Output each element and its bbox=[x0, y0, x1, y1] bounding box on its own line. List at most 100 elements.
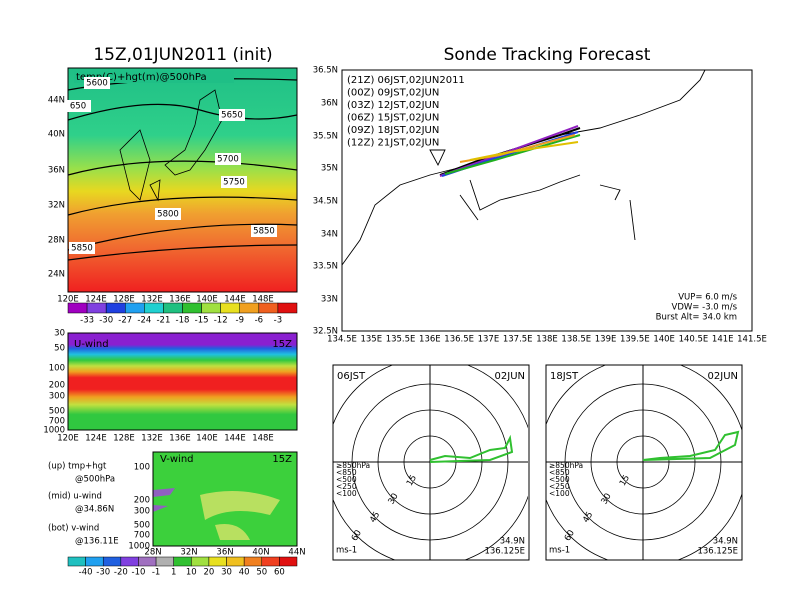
lon-label: 136E bbox=[169, 434, 191, 444]
pressure-label: 1000 bbox=[43, 426, 65, 436]
colorbar-label: -12 bbox=[214, 316, 228, 326]
track-param: VUP= 6.0 m/s bbox=[678, 293, 737, 303]
contour-label: 5600 bbox=[86, 79, 108, 89]
lon-label: 140E bbox=[196, 295, 218, 305]
lon-label: 148E bbox=[252, 434, 274, 444]
lat-label: 40N bbox=[48, 130, 65, 140]
colorbar-cell bbox=[226, 556, 245, 567]
hodo-lat: 34.9N bbox=[713, 537, 738, 547]
track-legend: (12Z) 21JST,02JUN bbox=[347, 138, 439, 149]
contour-label: 5650 bbox=[221, 111, 243, 121]
map-label: temp(C)+hgt(m)@500hPa bbox=[76, 72, 207, 83]
pressure-label: 500 bbox=[49, 407, 65, 417]
pressure-label: 1000 bbox=[128, 542, 150, 552]
lon-label: 140E bbox=[653, 335, 675, 345]
hodo-date: 02JUN bbox=[708, 371, 738, 382]
lon-label: 139E bbox=[595, 335, 617, 345]
ring-label: 45 bbox=[581, 510, 595, 524]
colorbar-label: 10 bbox=[186, 568, 197, 578]
lon-label: 140.5E bbox=[679, 335, 709, 345]
hodo-legend: <250 bbox=[336, 482, 357, 491]
v-wind-frame bbox=[152, 451, 298, 547]
panel-title: Sonde Tracking Forecast bbox=[444, 45, 651, 65]
label-bg bbox=[74, 71, 234, 83]
lon-label: 124E bbox=[85, 434, 107, 444]
lat-label: 34N bbox=[321, 230, 338, 240]
ring-label: 30 bbox=[600, 492, 614, 506]
wind-trace bbox=[429, 434, 514, 463]
hodo-legend: <500 bbox=[549, 475, 570, 484]
lon-label: 120E bbox=[57, 295, 79, 305]
colorbar-cell bbox=[86, 302, 107, 314]
lat-label: 40N bbox=[252, 548, 269, 558]
colorbar-cell bbox=[105, 302, 126, 314]
temperature-field bbox=[68, 68, 297, 292]
lon-label: 136.5E bbox=[444, 335, 474, 345]
lon-label: 134.5E bbox=[327, 335, 357, 345]
ring-label: 15 bbox=[618, 473, 632, 487]
lon-label: 128E bbox=[113, 434, 135, 444]
colorbar-cell bbox=[138, 556, 157, 567]
lon-label: 132E bbox=[141, 295, 163, 305]
label-bg bbox=[221, 176, 247, 188]
colorbar-cell bbox=[279, 556, 298, 567]
colorbar-label: -18 bbox=[176, 316, 190, 326]
track-param: Burst Alt= 34.0 km bbox=[656, 313, 737, 323]
hodo-legend: <850 bbox=[336, 468, 357, 477]
colorbar-cell bbox=[67, 556, 86, 567]
hodo-legend: <500 bbox=[336, 475, 357, 484]
wind-trace bbox=[642, 430, 740, 461]
colorbar-cell bbox=[67, 302, 88, 314]
panel-title: 15Z,01JUN2011 (init) bbox=[93, 45, 272, 65]
colorbar-label: 50 bbox=[256, 568, 267, 578]
hodo-lon: 136.125E bbox=[697, 547, 738, 557]
colorbar-cell bbox=[239, 302, 260, 314]
lat-label: 44N bbox=[48, 96, 65, 106]
lon-label: 120E bbox=[57, 434, 79, 444]
lat-label: 32N bbox=[180, 548, 197, 558]
ring-label: 60 bbox=[350, 529, 364, 543]
colorbar-cell bbox=[173, 556, 192, 567]
colorbar-label: -24 bbox=[137, 316, 151, 326]
hodo-legend: ≥850hPa bbox=[336, 461, 370, 470]
colorbar-cell bbox=[85, 556, 104, 567]
lon-label: 139.5E bbox=[620, 335, 650, 345]
lat-label: 35.5N bbox=[313, 132, 338, 142]
lon-label: 124E bbox=[85, 295, 107, 305]
lat-label: 44N bbox=[288, 548, 305, 558]
colorbar-cell bbox=[243, 556, 263, 567]
ring-label: 60 bbox=[563, 529, 577, 543]
lat-label: 33N bbox=[321, 295, 338, 305]
hodo-date: 02JUN bbox=[495, 371, 525, 382]
ring-label: 30 bbox=[387, 492, 401, 506]
lat-label: 34.5N bbox=[313, 197, 338, 207]
lat-label: 33.5N bbox=[313, 262, 338, 272]
hodo-legend: <850 bbox=[549, 468, 570, 477]
u-wind-field bbox=[67, 332, 298, 431]
track-frame bbox=[341, 69, 753, 332]
contour-label: 5800 bbox=[157, 210, 179, 220]
lon-label: 136E bbox=[419, 335, 441, 345]
colorbar-label: -1 bbox=[152, 568, 160, 578]
colorbar-label: -40 bbox=[79, 568, 93, 578]
lon-label: 135E bbox=[360, 335, 382, 345]
lat-label: 36N bbox=[321, 99, 338, 109]
note: @500hPa bbox=[75, 475, 115, 485]
track-legend: (00Z) 09JST,02JUN bbox=[347, 88, 439, 99]
colorbar-label: 40 bbox=[239, 568, 250, 578]
colorbar-cell bbox=[155, 556, 174, 567]
note: (mid) u-wind bbox=[48, 492, 102, 502]
colorbar-cell bbox=[208, 556, 227, 567]
pressure-label: 700 bbox=[49, 417, 65, 427]
pressure-label: 200 bbox=[49, 381, 65, 391]
coastline bbox=[119, 89, 223, 202]
lon-label: 148E bbox=[252, 295, 274, 305]
lon-label: 140E bbox=[196, 434, 218, 444]
colorbar-label: 1 bbox=[171, 568, 176, 578]
lon-label: 141.5E bbox=[737, 335, 767, 345]
hodo-legend: <250 bbox=[549, 482, 570, 491]
lon-label: 144E bbox=[224, 434, 246, 444]
colorbar-label: -6 bbox=[255, 316, 263, 326]
panel-time: 15Z bbox=[272, 454, 292, 465]
v-wind-patch bbox=[153, 488, 175, 512]
